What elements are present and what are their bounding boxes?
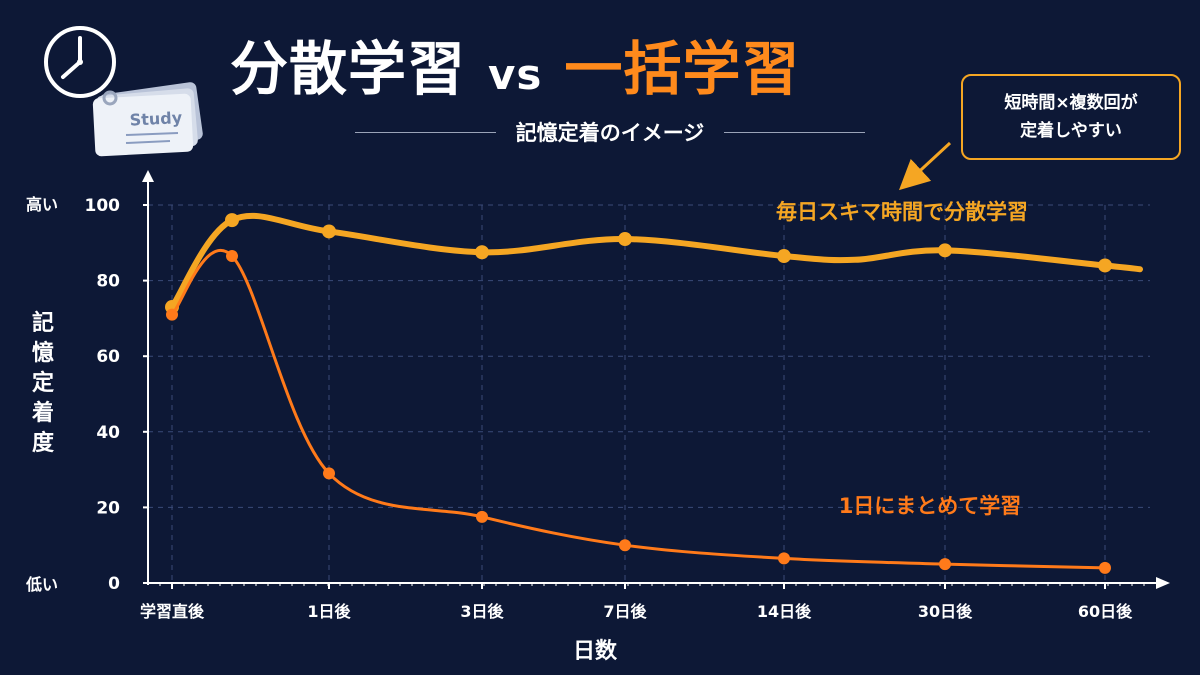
clock-icon	[44, 26, 116, 98]
point-spaced	[777, 249, 791, 264]
point-massed	[1099, 561, 1111, 574]
y-axis-title-char: 度	[32, 430, 55, 456]
study-card-label: Study	[129, 108, 183, 130]
x-tick-label: 1日後	[307, 602, 351, 621]
y-tick-label: 20	[96, 498, 120, 518]
x-tick-label: 60日後	[1078, 602, 1133, 621]
subtitle: 記憶定着のイメージ	[515, 121, 705, 145]
point-massed	[778, 552, 790, 565]
series-label-spaced: 毎日スキマ時間で分散学習	[776, 200, 1028, 224]
page-title: 分散学習 vs 一括学習	[230, 22, 930, 106]
y-end-label-top: 高い	[26, 195, 58, 214]
ticks: 0 20 40 60 80 100 学習直後 1日後 3日後 7日後 14日後 30日後 60日後	[85, 196, 1145, 621]
subtitle-rule-right	[724, 131, 865, 133]
callout-arrow	[898, 141, 952, 191]
y-tick-label: 0	[108, 574, 120, 594]
callout-line-2: 定着しやすい	[1020, 121, 1122, 141]
labels: 高い 低い 日数 毎日スキマ時間で分散学習 1日にまとめて学習	[25, 141, 1028, 664]
point-spaced	[475, 245, 489, 260]
series-label-massed: 1日にまとめて学習	[839, 494, 1022, 518]
x-axis-title: 日数	[573, 638, 618, 664]
study-cards-icon: Study	[92, 82, 203, 157]
x-tick-label: 30日後	[918, 602, 973, 621]
point-massed	[166, 308, 178, 321]
grid	[148, 204, 1150, 583]
x-tick-label: 3日後	[460, 602, 504, 621]
title-left: 分散学習	[230, 35, 467, 103]
x-tick-label: 14日後	[757, 602, 812, 621]
series-line-spaced	[169, 212, 1143, 311]
y-axis-arrow-icon	[142, 170, 154, 182]
point-spaced	[1098, 258, 1112, 273]
y-tick-label: 80	[96, 272, 120, 292]
callout-box: 短時間×複数回が 定着しやすい	[961, 74, 1181, 160]
subtitle-rule-left	[355, 131, 496, 133]
subtitle-row: 記憶定着のイメージ	[355, 117, 865, 147]
clock-study-cards-icon: Study	[44, 26, 203, 157]
point-spaced	[938, 243, 952, 258]
point-massed	[939, 558, 951, 571]
point-massed	[619, 539, 631, 552]
y-axis-title-char: 記	[32, 310, 54, 336]
x-tick-label: 7日後	[603, 602, 647, 621]
title-right: 一括学習	[564, 35, 801, 103]
y-tick-label: 40	[96, 423, 120, 443]
y-tick-label: 100	[85, 196, 121, 216]
x-tick-label: 学習直後	[140, 602, 205, 621]
point-massed	[226, 250, 238, 263]
point-massed	[323, 467, 335, 480]
axes	[142, 170, 1170, 589]
y-end-label-bottom: 低い	[25, 575, 58, 594]
x-axis-arrow-icon	[1156, 577, 1170, 589]
point-spaced	[225, 213, 239, 228]
title-vs: vs	[488, 50, 543, 99]
point-spaced	[322, 224, 336, 239]
point-spaced	[618, 232, 632, 247]
series	[165, 212, 1143, 574]
y-axis-title-char: 着	[31, 400, 54, 426]
callout-line-1: 短時間×複数回が	[1004, 93, 1138, 113]
point-massed	[476, 510, 488, 523]
series-line-massed	[170, 249, 1107, 570]
y-axis-title-char: 憶	[32, 340, 54, 366]
y-tick-label: 60	[96, 347, 120, 367]
y-axis-title-char: 定	[32, 370, 54, 396]
